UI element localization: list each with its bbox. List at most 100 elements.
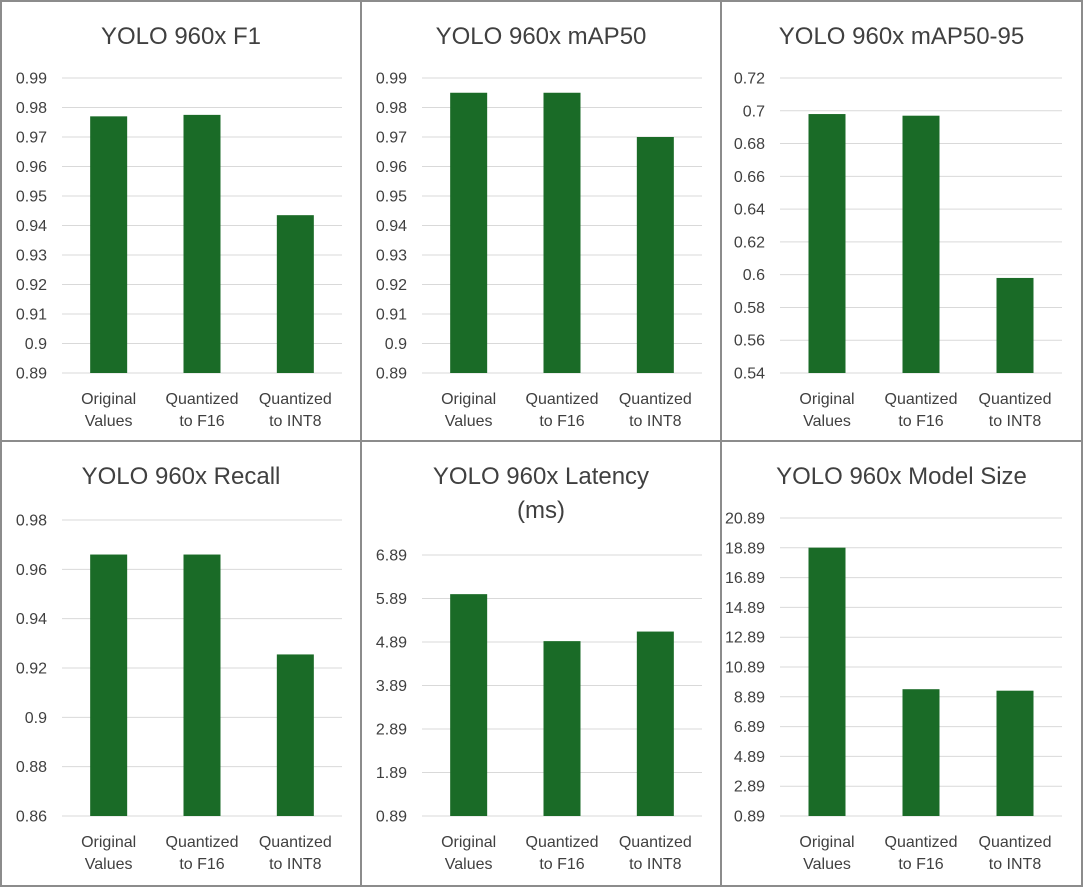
category-label: Original (799, 391, 854, 408)
bar (808, 547, 846, 816)
bar (276, 215, 314, 373)
category-label: Quantized (166, 391, 239, 408)
y-tick-label: 0.62 (734, 234, 765, 251)
y-tick-label: 0.99 (376, 71, 407, 88)
y-tick-label: 18.89 (725, 540, 765, 557)
category-label: to INT8 (989, 413, 1042, 430)
category-label: to INT8 (629, 413, 682, 430)
y-tick-label: 10.89 (725, 660, 765, 677)
y-tick-label: 0.54 (734, 366, 765, 383)
category-label: to F16 (179, 413, 224, 430)
y-tick-label: 0.68 (734, 136, 765, 153)
category-label: Quantized (526, 391, 599, 408)
bar (183, 114, 221, 373)
bar (902, 115, 940, 373)
y-tick-label: 8.89 (734, 689, 765, 706)
y-tick-label: 0.94 (16, 218, 47, 235)
category-label: Quantized (619, 391, 692, 408)
category-label: Quantized (979, 391, 1052, 408)
category-label: Original (799, 834, 854, 851)
y-tick-label: 2.89 (376, 722, 407, 739)
category-label: to INT8 (629, 856, 682, 873)
y-tick-label: 4.89 (734, 749, 765, 766)
y-tick-label: 0.72 (734, 71, 765, 88)
category-label: to INT8 (269, 413, 322, 430)
y-tick-label: 3.89 (376, 678, 407, 695)
chart-title-line: YOLO 960x F1 (101, 23, 261, 50)
category-label: Quantized (166, 834, 239, 851)
chart-title-line: YOLO 960x Latency (433, 463, 649, 490)
y-tick-label: 0.9 (385, 336, 407, 353)
y-tick-label: 20.89 (725, 511, 765, 528)
y-tick-label: 0.95 (16, 189, 47, 206)
y-tick-label: 0.6 (743, 267, 765, 284)
y-tick-label: 0.94 (376, 218, 407, 235)
chart-panel-f1: YOLO 960x F1 0.99 0.98 0.97 0.96 0.95 0.94 0.93… (0, 0, 362, 442)
bar (543, 92, 581, 373)
y-tick-label: 0.98 (16, 100, 47, 117)
chart-panel-map50: YOLO 960x mAP50 0.99 0.98 0.97 0.96 0.95 0.94 0… (360, 0, 722, 442)
y-tick-label: 12.89 (725, 630, 765, 647)
y-tick-label: 0.91 (16, 307, 47, 324)
map50-chart: YOLO 960x mAP50 0.99 0.98 0.97 0.96 0.95 0.94 0… (376, 23, 702, 430)
y-tick-label: 0.56 (734, 333, 765, 350)
y-tick-label: 0.92 (16, 661, 47, 678)
bar (636, 631, 674, 816)
category-label: to INT8 (269, 856, 322, 873)
y-tick-label: 0.97 (376, 130, 407, 147)
y-tick-label: 0.86 (16, 809, 47, 826)
y-tick-label: 0.97 (16, 130, 47, 147)
f1-chart: YOLO 960x F1 0.99 0.98 0.97 0.96 0.95 0.94 0.93… (16, 23, 342, 430)
bar (902, 689, 940, 816)
y-tick-label: 0.7 (743, 103, 765, 120)
category-label: Values (85, 413, 133, 430)
y-tick-label: 0.93 (16, 248, 47, 265)
latency-chart: YOLO 960x Latency (ms) 6.89 5.89 4.89 3.89 2.8… (376, 463, 702, 873)
y-tick-label: 6.89 (376, 548, 407, 565)
category-label: Quantized (619, 834, 692, 851)
y-tick-label: 0.94 (16, 611, 47, 628)
chart-panel-map50-95: YOLO 960x mAP50-95 0.72 0.7 0.68 0.66 0.64 0.6… (720, 0, 1083, 442)
bar (90, 116, 128, 373)
map50-95-chart: YOLO 960x mAP50-95 0.72 0.7 0.68 0.66 0.64 0.6… (734, 23, 1062, 430)
y-tick-label: 0.89 (376, 366, 407, 383)
bar (636, 137, 674, 373)
y-tick-label: 0.64 (734, 202, 765, 219)
y-tick-label: 16.89 (725, 570, 765, 587)
y-tick-label: 6.89 (734, 719, 765, 736)
bar (183, 554, 221, 816)
chart-panel-latency: YOLO 960x Latency (ms) 6.89 5.89 4.89 3.89 2.8… (360, 440, 722, 887)
category-label: Values (803, 413, 851, 430)
category-label: Original (81, 834, 136, 851)
y-tick-label: 0.58 (734, 300, 765, 317)
category-label: Original (441, 834, 496, 851)
category-label: Values (445, 856, 493, 873)
chart-title-line: YOLO 960x mAP50 (436, 23, 647, 50)
y-tick-label: 0.98 (376, 100, 407, 117)
y-tick-label: 0.91 (376, 307, 407, 324)
category-label: to F16 (539, 856, 584, 873)
y-tick-label: 2.89 (734, 779, 765, 796)
category-label: to F16 (898, 413, 943, 430)
category-label: Values (445, 413, 493, 430)
y-tick-label: 0.93 (376, 248, 407, 265)
bar (808, 114, 846, 374)
category-label: Original (81, 391, 136, 408)
chart-title-line: YOLO 960x Model Size (776, 463, 1027, 490)
y-tick-label: 0.99 (16, 71, 47, 88)
bar (996, 277, 1034, 373)
y-tick-label: 0.96 (16, 159, 47, 176)
y-tick-label: 0.96 (16, 562, 47, 579)
y-tick-label: 0.92 (16, 277, 47, 294)
chart-panel-model-size: YOLO 960x Model Size 20.89 18.89 16.89 14.89… (720, 440, 1083, 887)
category-label: Quantized (885, 834, 958, 851)
y-tick-label: 0.89 (16, 366, 47, 383)
chart-title-line: (ms) (517, 497, 565, 524)
y-tick-label: 0.89 (376, 809, 407, 826)
y-tick-label: 5.89 (376, 591, 407, 608)
chart-title-line: YOLO 960x Recall (82, 463, 281, 490)
model-size-chart: YOLO 960x Model Size 20.89 18.89 16.89 14.89… (725, 463, 1062, 873)
bar (90, 554, 128, 816)
y-tick-label: 0.9 (25, 336, 47, 353)
y-tick-label: 1.89 (376, 765, 407, 782)
